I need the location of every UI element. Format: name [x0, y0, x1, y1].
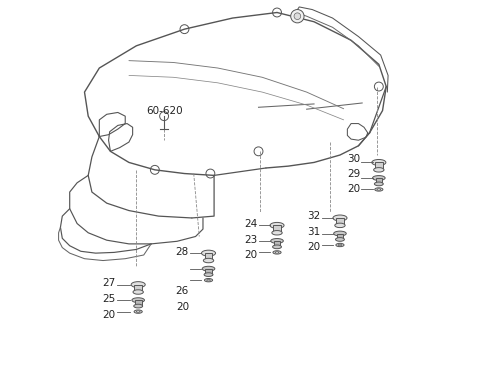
Text: 20: 20: [176, 302, 189, 312]
Bar: [134, 285, 142, 292]
Ellipse shape: [204, 273, 213, 276]
Ellipse shape: [273, 251, 281, 254]
Ellipse shape: [271, 238, 283, 243]
Bar: [336, 233, 343, 239]
Text: 27: 27: [102, 279, 115, 288]
Text: 60-620: 60-620: [147, 106, 183, 116]
Text: 25: 25: [102, 294, 115, 304]
Ellipse shape: [272, 231, 282, 235]
Ellipse shape: [202, 250, 216, 256]
Text: 20: 20: [347, 185, 360, 194]
Text: 26: 26: [176, 286, 189, 296]
Text: 30: 30: [347, 154, 360, 164]
Ellipse shape: [204, 279, 213, 282]
Text: 20: 20: [102, 310, 115, 320]
Ellipse shape: [131, 282, 145, 288]
Ellipse shape: [338, 244, 342, 246]
Text: 23: 23: [244, 235, 258, 245]
Ellipse shape: [377, 189, 381, 190]
Bar: [205, 269, 212, 275]
Bar: [375, 162, 383, 170]
Ellipse shape: [134, 310, 142, 313]
Ellipse shape: [132, 298, 144, 303]
Ellipse shape: [207, 279, 210, 281]
Text: 29: 29: [347, 169, 360, 179]
Ellipse shape: [334, 231, 346, 236]
Bar: [273, 225, 281, 233]
Ellipse shape: [270, 222, 284, 228]
Text: 31: 31: [308, 227, 321, 236]
Ellipse shape: [134, 304, 143, 308]
Text: 20: 20: [245, 250, 258, 260]
Bar: [375, 178, 382, 184]
Ellipse shape: [136, 311, 140, 312]
Ellipse shape: [336, 238, 345, 241]
Text: 28: 28: [176, 247, 189, 257]
Text: 32: 32: [308, 211, 321, 221]
Ellipse shape: [204, 258, 214, 263]
Ellipse shape: [372, 176, 385, 181]
Bar: [135, 300, 142, 306]
Bar: [274, 241, 280, 247]
Ellipse shape: [133, 290, 144, 294]
Ellipse shape: [373, 167, 384, 172]
Ellipse shape: [375, 188, 383, 191]
Ellipse shape: [374, 182, 383, 186]
Text: 20: 20: [308, 242, 321, 252]
Text: 24: 24: [244, 219, 258, 229]
Ellipse shape: [273, 245, 281, 249]
Circle shape: [291, 10, 304, 23]
Ellipse shape: [335, 223, 345, 228]
Ellipse shape: [372, 160, 386, 165]
Ellipse shape: [202, 266, 215, 271]
Bar: [205, 253, 212, 261]
Ellipse shape: [333, 215, 347, 221]
Circle shape: [294, 13, 300, 19]
Ellipse shape: [275, 252, 279, 253]
Bar: [336, 218, 344, 225]
Ellipse shape: [336, 243, 344, 247]
